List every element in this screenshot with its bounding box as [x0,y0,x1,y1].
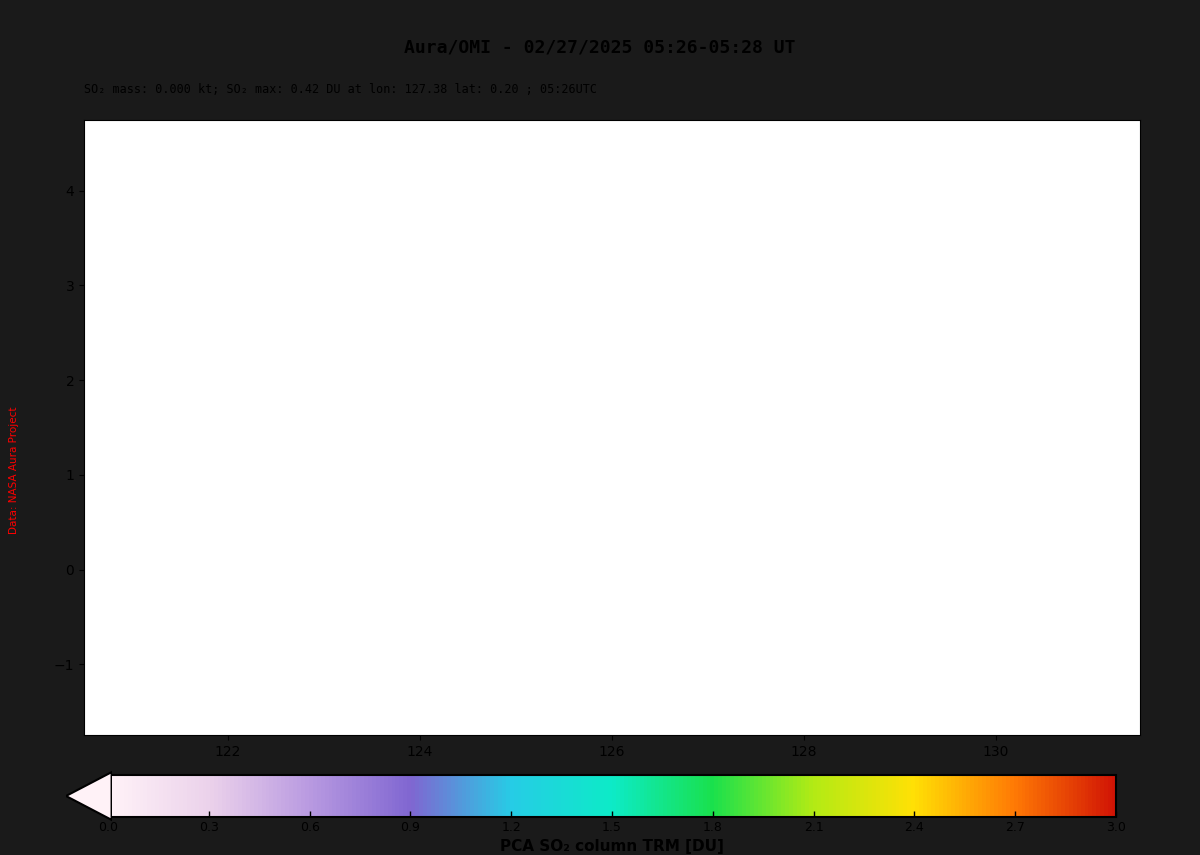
X-axis label: PCA SO₂ column TRM [DU]: PCA SO₂ column TRM [DU] [500,839,724,853]
Text: SO₂ mass: 0.000 kt; SO₂ max: 0.42 DU at lon: 127.38 lat: 0.20 ; 05:26UTC: SO₂ mass: 0.000 kt; SO₂ max: 0.42 DU at … [84,83,598,97]
Text: Aura/OMI - 02/27/2025 05:26-05:28 UT: Aura/OMI - 02/27/2025 05:26-05:28 UT [404,38,796,56]
Text: Data: NASA Aura Project: Data: NASA Aura Project [10,406,19,534]
Polygon shape [66,772,112,820]
